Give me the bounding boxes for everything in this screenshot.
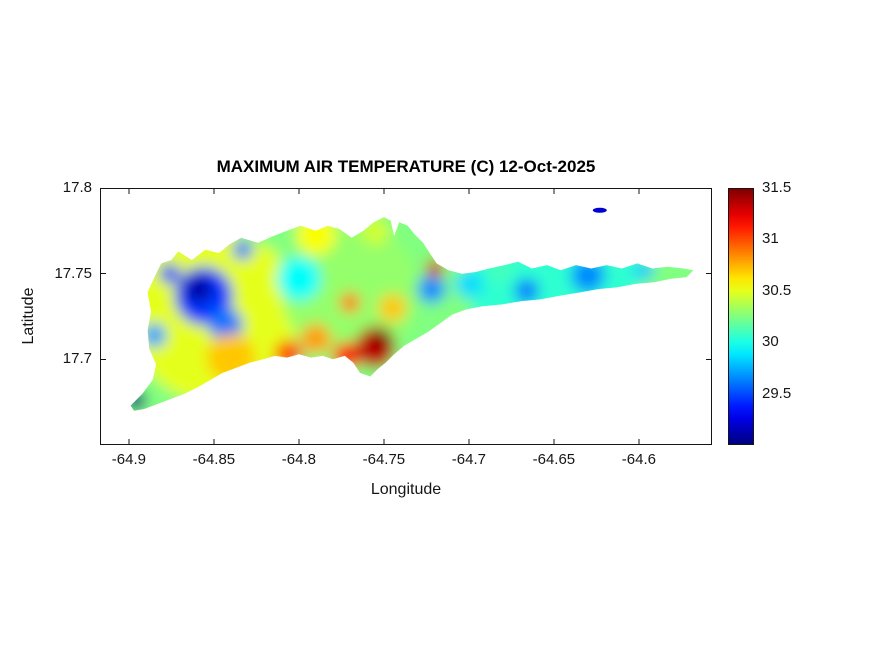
colorbar-tick-label: 31.5 — [762, 179, 792, 196]
x-tick-label: -64.7 — [451, 451, 486, 468]
y-tick-label: 17.7 — [62, 350, 92, 368]
colorbar-tick-label: 30.5 — [762, 281, 792, 299]
island-temperature-map — [100, 187, 712, 445]
y-tick-label: 17.75 — [54, 264, 92, 282]
axes-box-and-ticks — [100, 187, 712, 445]
map-plot-area — [100, 187, 712, 445]
x-tick-label: -64.85 — [192, 451, 236, 468]
x-tick-label: -64.75 — [362, 451, 406, 468]
y-tick-label: 17.8 — [62, 179, 92, 196]
buck-island-mark — [592, 207, 607, 213]
colorbar-tick-label: 31 — [762, 230, 779, 248]
colorbar-tick-label: 29.5 — [762, 384, 792, 402]
x-tick-label: -64.8 — [281, 451, 316, 468]
chart-title: MAXIMUM AIR TEMPERATURE (C) 12-Oct-2025 — [216, 157, 596, 176]
x-tick-label: -64.6 — [621, 451, 656, 468]
x-axis-label: Longitude — [370, 481, 442, 498]
x-tick-label: -64.9 — [111, 451, 146, 468]
colorbar — [728, 188, 754, 445]
x-tick-label: -64.65 — [532, 451, 576, 468]
colorbar-tick-label: 30 — [762, 333, 779, 351]
island-heat-field — [130, 217, 694, 411]
